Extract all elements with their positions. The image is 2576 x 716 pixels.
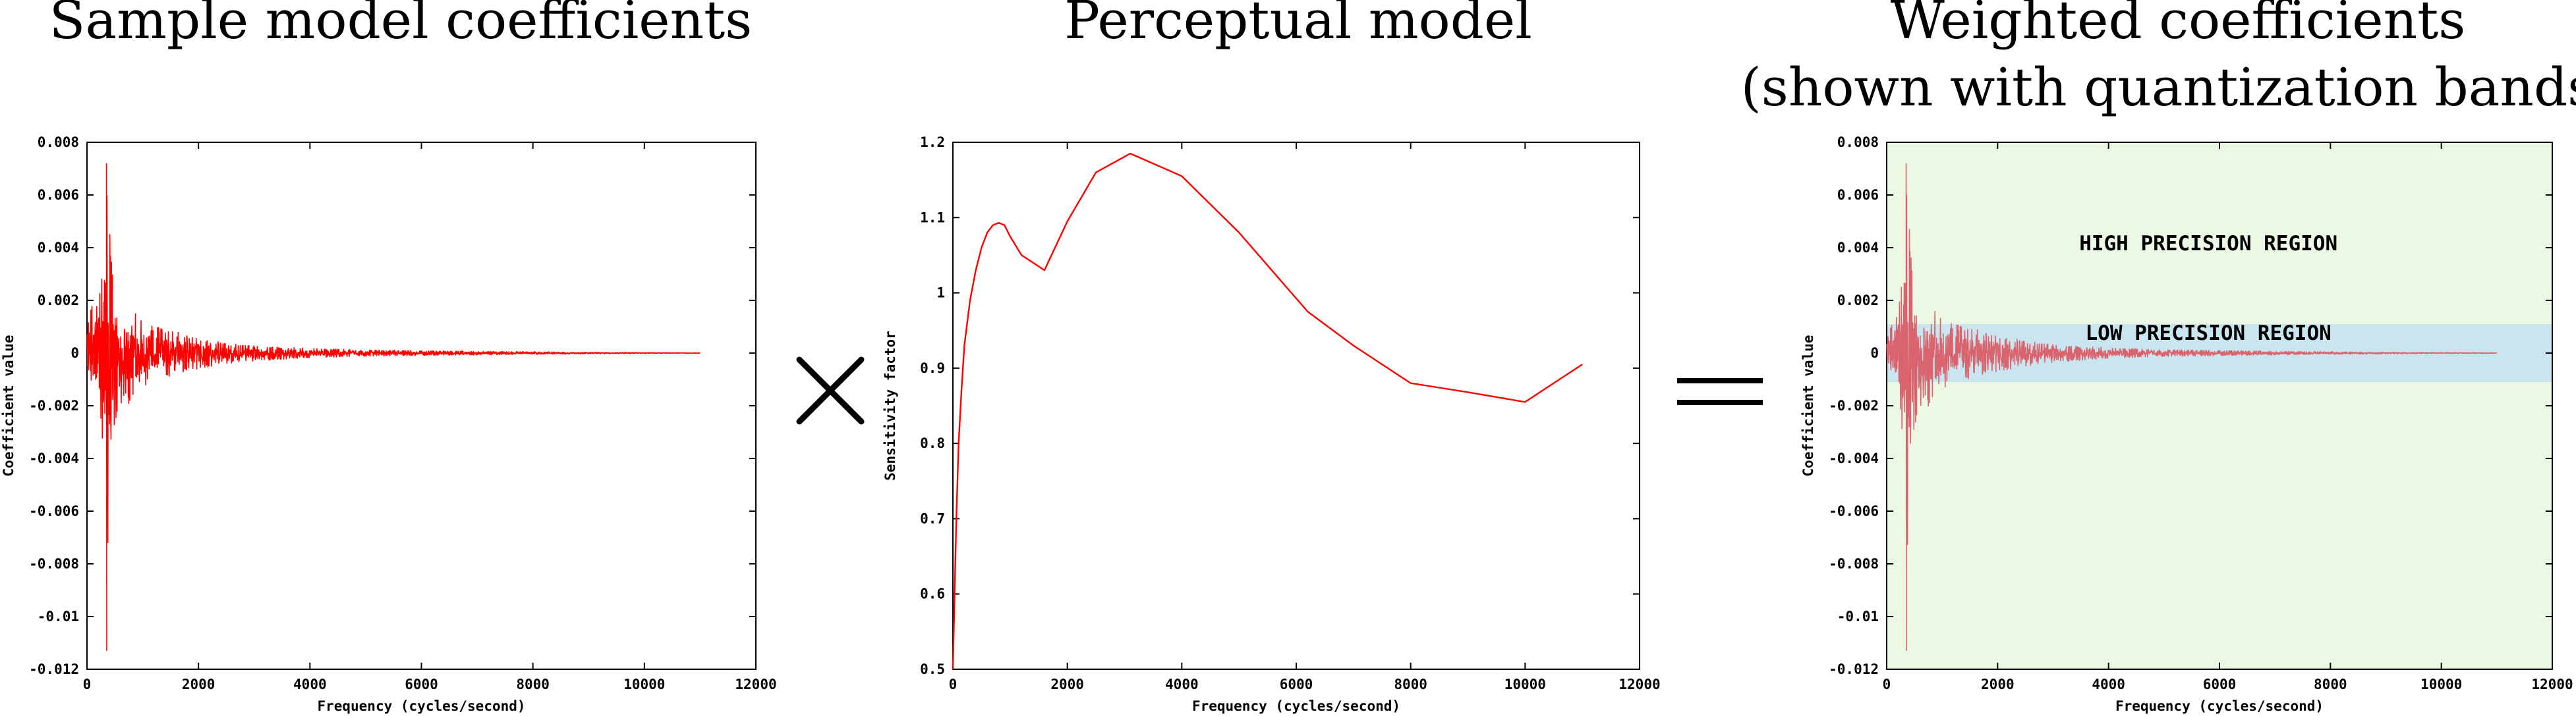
panel-title-left: Sample model coefficients <box>49 0 753 51</box>
y-tick-label: 0.002 <box>38 292 79 308</box>
y-axis-label: Coefficient value <box>1 335 16 477</box>
x-tick-label: 12000 <box>2531 676 2573 692</box>
x-tick-label: 2000 <box>1050 676 1084 692</box>
y-tick-label: 0 <box>1870 345 1879 361</box>
y-tick-label: 0.5 <box>920 661 945 677</box>
multiplication-sign-icon <box>796 356 865 425</box>
x-tick-label: 8000 <box>516 676 550 692</box>
y-axis-label: Coefficient value <box>1800 335 1816 477</box>
y-tick-label: 1 <box>936 285 945 301</box>
y-tick-label: 0.006 <box>38 187 79 203</box>
y-tick-label: 0.7 <box>920 510 945 526</box>
y-tick-label: -0.002 <box>1829 398 1879 414</box>
y-tick-label: -0.012 <box>1829 661 1879 677</box>
panel-title-right-line1: Weighted coefficients <box>1891 0 2466 51</box>
y-tick-label: -0.01 <box>38 609 79 624</box>
x-tick-label: 0 <box>83 676 92 692</box>
y-tick-label: 0.008 <box>1837 134 1879 150</box>
series-weighted-coefficients <box>1886 163 2498 651</box>
series-coefficients <box>86 163 701 651</box>
y-tick-label: -0.008 <box>29 556 79 572</box>
y-tick-label: -0.008 <box>1829 556 1879 572</box>
y-tick-label: 0.002 <box>1837 292 1879 308</box>
y-tick-label: 1.2 <box>920 134 945 150</box>
x-tick-label: 6000 <box>2203 676 2237 692</box>
x-tick-label: 0 <box>949 676 958 692</box>
chart-perceptual-model: 0 2000 4000 6000 8000 10000 12000 1.2 1.1 1 0.9 0.8… <box>882 134 1661 714</box>
x-tick-label: 12000 <box>1618 676 1660 692</box>
x-tick-label: 2000 <box>1981 676 2015 692</box>
y-tick-label: -0.006 <box>1829 503 1879 519</box>
y-tick-label: -0.01 <box>1837 609 1879 624</box>
x-tick-label: 12000 <box>735 676 776 692</box>
x-tick-label: 10000 <box>1504 676 1546 692</box>
y-tick-label: 1.1 <box>920 209 945 225</box>
x-axis-label: Frequency (cycles/second) <box>2115 698 2324 714</box>
high-precision-band <box>1887 142 2552 669</box>
y-tick-label: 0.8 <box>920 435 945 451</box>
series-sensitivity <box>952 152 1583 670</box>
y-tick-label: 0 <box>71 345 79 361</box>
y-tick-label: -0.004 <box>29 451 79 466</box>
y-tick-label: -0.006 <box>29 503 79 519</box>
equals-sign-icon <box>1677 378 1763 405</box>
x-tick-label: 6000 <box>1280 676 1313 692</box>
high-precision-label: HIGH PRECISION REGION <box>2079 232 2337 256</box>
x-tick-label: 10000 <box>623 676 665 692</box>
x-tick-label: 0 <box>1883 676 1891 692</box>
y-tick-label: 0.006 <box>1837 187 1879 203</box>
x-tick-label: 8000 <box>1394 676 1427 692</box>
y-tick-label: 0.004 <box>38 240 79 256</box>
y-tick-label: 0.6 <box>920 586 945 602</box>
x-axis-label: Frequency (cycles/second) <box>1192 698 1400 714</box>
panel-title-middle: Perceptual model <box>1064 0 1532 51</box>
chart-coefficients: 0 2000 4000 6000 8000 10000 12000 0.008 0.006 0.0… <box>1 134 777 714</box>
y-tick-label: -0.012 <box>29 661 79 677</box>
x-tick-label: 2000 <box>182 676 215 692</box>
y-tick-label: 0.9 <box>920 360 945 376</box>
x-tick-label: 10000 <box>2420 676 2462 692</box>
y-tick-label: -0.004 <box>1829 451 1879 466</box>
y-tick-label: 0.004 <box>1837 240 1879 256</box>
y-axis-label: Sensitivity factor <box>882 331 898 481</box>
x-tick-label: 8000 <box>2314 676 2347 692</box>
panel-title-right-line2: (shown with quantization bands) <box>1741 57 2576 118</box>
y-tick-label: 0.008 <box>38 134 79 150</box>
chart-weighted-coefficients: 0 2000 4000 6000 8000 10000 12000 0.008 0.006 0.0… <box>1800 134 2573 714</box>
x-tick-label: 4000 <box>1165 676 1199 692</box>
x-tick-label: 6000 <box>405 676 438 692</box>
x-axis-label: Frequency (cycles/second) <box>317 698 525 714</box>
plot-frame <box>86 142 757 670</box>
x-tick-label: 4000 <box>293 676 327 692</box>
x-tick-label: 4000 <box>2092 676 2125 692</box>
y-tick-label: -0.002 <box>29 398 79 414</box>
plot-frame <box>952 142 1640 670</box>
low-precision-label: LOW PRECISION REGION <box>2086 321 2332 345</box>
